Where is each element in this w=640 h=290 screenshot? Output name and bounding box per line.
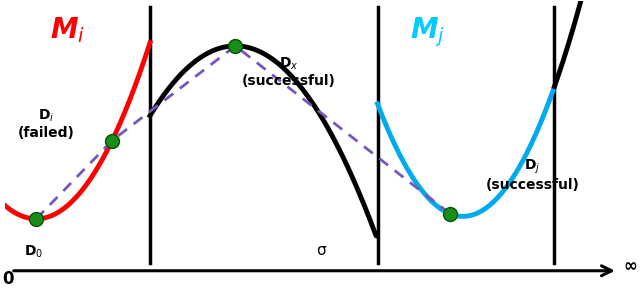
Point: [31, 217, 42, 221]
Point: [107, 138, 117, 143]
Text: D$_0$: D$_0$: [24, 244, 43, 260]
Text: σ: σ: [316, 243, 326, 258]
Text: M$_j$: M$_j$: [410, 16, 445, 49]
Point: [230, 44, 241, 48]
Text: D$_x$
(successful): D$_x$ (successful): [242, 56, 336, 88]
Text: 0: 0: [2, 270, 13, 288]
Text: D$_j$
(successful): D$_j$ (successful): [485, 158, 579, 192]
Point: [445, 212, 455, 216]
Text: ∞: ∞: [623, 257, 637, 275]
Text: M$_i$: M$_i$: [51, 15, 86, 45]
Text: D$_i$
(failed): D$_i$ (failed): [17, 107, 74, 140]
